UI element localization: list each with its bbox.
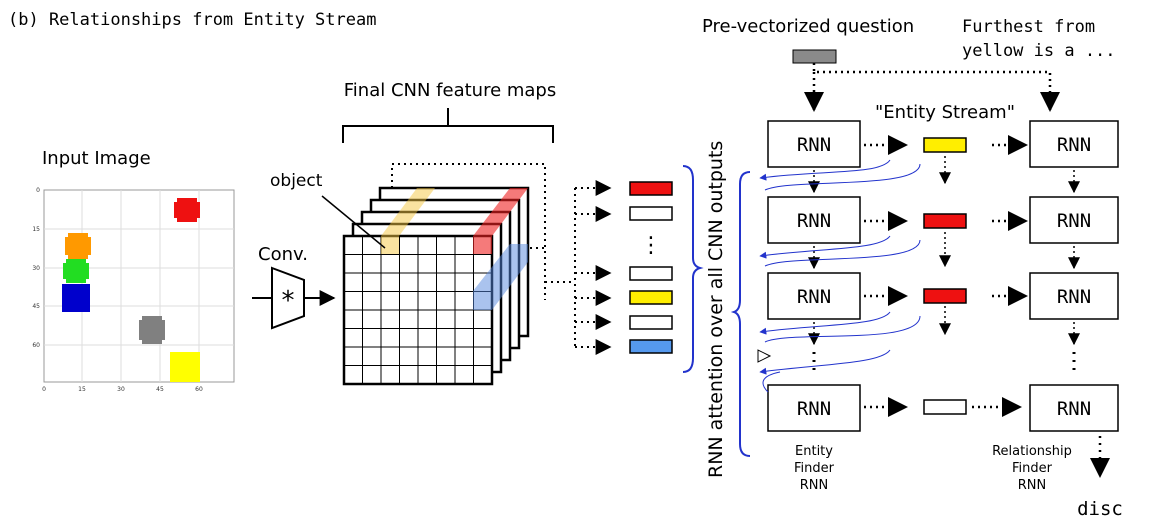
entity-finder-label-3: RNN: [800, 478, 828, 493]
attention-brace: [730, 171, 751, 457]
x-tick-15: 15: [78, 386, 86, 393]
entity-rnn-1: RNN: [767, 120, 861, 168]
vector-fanout-arrows: [575, 180, 612, 355]
object-orange: [65, 233, 91, 259]
question-text-line2: yellow is a ...: [962, 41, 1116, 61]
relationship-rnn-1: RNN: [1029, 120, 1119, 168]
y-tick-0: 0: [36, 187, 40, 194]
entity-finder-label-1: Entity: [795, 444, 833, 459]
cnn-output-vectors: [629, 181, 673, 354]
relationship-rnn-4: RNN: [1029, 384, 1119, 432]
entity-rnn-3: RNN: [767, 272, 861, 320]
object-red: [174, 198, 200, 222]
continuation-dots: [812, 352, 1076, 372]
vectors-ellipsis: ⋮: [640, 233, 662, 258]
question-vector: [792, 49, 837, 64]
relationship-rnn-2-label: RNN: [1057, 210, 1091, 232]
entity-rnn-2-label: RNN: [797, 210, 831, 232]
x-tick-45: 45: [156, 386, 164, 393]
conv-trapezoid: [271, 266, 305, 330]
stream-vertical-arrows: [808, 156, 1080, 346]
entity-stream-vectors: [923, 137, 967, 415]
entity-vector-2: [923, 213, 967, 229]
feature-column-blue: [473, 244, 528, 310]
x-tick-60: 60: [195, 386, 203, 393]
attention-feedback-curves: [759, 159, 921, 393]
entity-vector-1: [923, 137, 967, 153]
vectors-brace: [682, 165, 704, 373]
relationship-rnn-3: RNN: [1029, 272, 1119, 320]
relationship-rnn-1-label: RNN: [1057, 134, 1091, 156]
object-yellow: [170, 352, 200, 382]
stream-horizontal-arrows: [864, 135, 1028, 417]
entity-finder-column: RNN RNN RNN RNN: [767, 120, 861, 432]
output-word: disc: [1077, 498, 1123, 520]
conv-symbol: *: [282, 286, 295, 316]
feature-maps-brace: [342, 108, 554, 143]
entity-rnn-4-label: RNN: [797, 398, 831, 420]
question-to-relationship-arrow: [812, 63, 1060, 112]
relationship-finder-label-1: Relationship: [992, 444, 1072, 459]
question-text-line1: Furthest from: [962, 17, 1095, 37]
entity-vector-4: [923, 399, 967, 415]
object-label: object: [270, 171, 323, 191]
input-image-plot: 0 15 30 45 60 0 15 30 45 60: [32, 187, 235, 393]
entity-rnn-2: RNN: [767, 196, 861, 244]
object-blue: [62, 284, 90, 312]
object-green: [63, 259, 89, 283]
figure-caption: (b) Relationships from Entity Stream: [8, 10, 376, 30]
cnn-vector-1: [629, 181, 673, 196]
input-image-grid: [44, 190, 234, 382]
cnn-vector-5: [629, 315, 673, 330]
x-tick-0: 0: [42, 386, 46, 393]
relationship-rnn-4-label: RNN: [1057, 398, 1091, 420]
attention-label: RNN attention over all CNN outputs: [705, 141, 727, 478]
feature-maps-label: Final CNN feature maps: [344, 80, 557, 101]
y-tick-15: 15: [32, 226, 40, 233]
relationship-rnn-2: RNN: [1029, 196, 1119, 244]
relationship-rnn-3-label: RNN: [1057, 286, 1091, 308]
stack-top-dotted-line: [391, 163, 546, 300]
object-gray: [139, 316, 165, 344]
entity-vector-3: [923, 288, 967, 304]
cnn-vector-3: [629, 266, 673, 281]
attention-open-arrowhead: [757, 349, 772, 363]
entity-finder-label-2: Finder: [794, 461, 835, 476]
y-tick-45: 45: [32, 303, 40, 310]
feature-column-red: [473, 188, 528, 236]
object-pointer-line: [321, 195, 386, 249]
relationship-finder-column: RNN RNN RNN RNN: [1029, 120, 1119, 432]
cnn-vector-2: [629, 206, 673, 221]
relationship-finder-label-3: RNN: [1018, 478, 1046, 493]
input-image-label: Input Image: [42, 148, 151, 169]
x-tick-30: 30: [117, 386, 125, 393]
question-label: Pre-vectorized question: [702, 16, 914, 37]
entity-rnn-3-label: RNN: [797, 286, 831, 308]
relationship-finder-label-2: Finder: [1012, 461, 1053, 476]
feature-column-yellow: [381, 188, 435, 236]
y-tick-30: 30: [32, 265, 40, 272]
entity-rnn-1-label: RNN: [797, 134, 831, 156]
cnn-vector-6: [629, 339, 673, 354]
entity-rnn-4: RNN: [767, 384, 861, 432]
entity-stream-label: "Entity Stream": [875, 102, 1015, 123]
conv-label: Conv.: [258, 244, 308, 265]
cnn-vector-4: [629, 290, 673, 305]
y-tick-60: 60: [32, 342, 40, 349]
feature-map-grid: [344, 236, 492, 384]
feature-map-stack: [342, 186, 530, 386]
